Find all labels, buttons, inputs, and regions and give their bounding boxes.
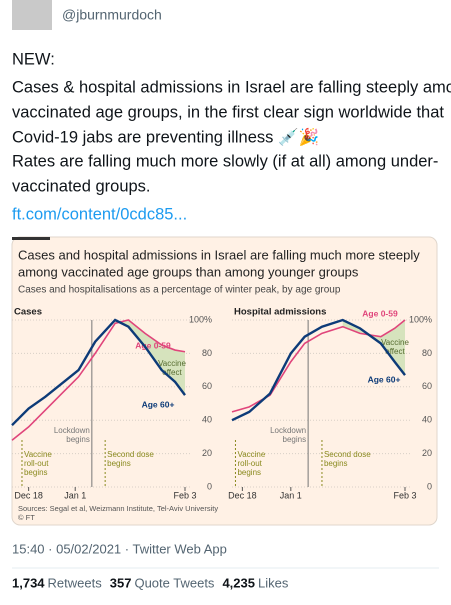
x-tick-label: Dec 18 xyxy=(14,490,43,500)
series-line xyxy=(231,318,406,422)
tweet-text: Cases & hospital admissions in Israel ar… xyxy=(12,78,451,96)
annotation: Vaccine xyxy=(237,450,265,459)
panel-title: Hospital admissions xyxy=(234,307,326,318)
stat-label[interactable]: Likes xyxy=(258,575,289,590)
series-line xyxy=(11,318,186,427)
x-tick-label: Feb 3 xyxy=(393,490,416,500)
series-label: Age 0-59 xyxy=(135,340,171,350)
annotation: begins xyxy=(107,459,131,468)
vaccine-effect-area xyxy=(342,320,405,376)
annotation: Lockdown xyxy=(54,426,90,435)
x-tick-label: Jan 1 xyxy=(64,490,86,500)
stat-label[interactable]: Retweets xyxy=(48,575,103,590)
tweet-text: NEW: xyxy=(12,50,55,68)
shade-label: effect xyxy=(385,347,405,356)
annotation: begins xyxy=(237,468,261,477)
y-tick-label: 40 xyxy=(422,415,432,425)
y-tick-label: 0 xyxy=(427,481,432,491)
chart-card[interactable] xyxy=(11,236,438,526)
annotation: roll-out xyxy=(237,459,262,468)
y-tick-label: 80 xyxy=(422,348,432,358)
y-tick-label: 80 xyxy=(202,348,212,358)
x-tick-label: Feb 3 xyxy=(173,490,196,500)
annotation: Lockdown xyxy=(270,426,306,435)
series-label: Age 60+ xyxy=(142,399,175,409)
card-title: Cases and hospital admissions in Israel … xyxy=(18,247,420,262)
card-title: among vaccinated age groups than among y… xyxy=(18,264,359,279)
handle[interactable]: @jburnmurdoch xyxy=(62,7,162,23)
stat-count[interactable]: 4,235 xyxy=(222,575,255,590)
vaccine-effect-area xyxy=(115,320,185,396)
series-label: Age 0-59 xyxy=(362,308,398,318)
shade-label: effect xyxy=(162,368,182,377)
copyright: © FT xyxy=(18,513,35,522)
annotation: begins xyxy=(324,459,348,468)
y-tick-label: 20 xyxy=(202,448,212,458)
tweet-text: Rates are falling much more slowly (if a… xyxy=(12,152,438,170)
card-subtitle: Cases and hospitalisations as a percenta… xyxy=(18,285,341,296)
annotation: begins xyxy=(283,435,307,444)
series-line xyxy=(11,319,186,441)
series-label: Age 60+ xyxy=(368,374,401,384)
annotation: Second dose xyxy=(107,450,154,459)
tweet-text: Covid-19 jabs are preventing illness 💉🎉 xyxy=(12,127,319,147)
y-tick-label: 20 xyxy=(422,448,432,458)
y-tick-label: 40 xyxy=(202,415,212,425)
annotation: Vaccine xyxy=(24,450,52,459)
stat-label[interactable]: Quote Tweets xyxy=(134,575,214,590)
annotation: roll-out xyxy=(24,459,49,468)
stat-count[interactable]: 357 xyxy=(110,575,132,590)
annotation: begins xyxy=(66,435,90,444)
tweet-text: vaccinated age groups, in the first clea… xyxy=(12,103,444,121)
link[interactable]: ft.com/content/0cdc85... xyxy=(12,205,187,223)
y-tick-label: 60 xyxy=(202,381,212,391)
source: Sources: Segal et al, Weizmann Institute… xyxy=(18,504,218,513)
y-tick-label: 60 xyxy=(422,381,432,391)
y-tick-label: 0 xyxy=(207,481,212,491)
y-tick-label: 100% xyxy=(189,314,212,324)
shade-label: Vaccine xyxy=(381,338,409,347)
avatar[interactable] xyxy=(12,0,52,30)
panel-title: Cases xyxy=(14,307,42,318)
stat-count[interactable]: 1,734 xyxy=(12,575,45,590)
annotation: Second dose xyxy=(324,450,371,459)
ft-bar xyxy=(12,237,50,240)
y-tick-label: 100% xyxy=(409,314,432,324)
timestamp: 15:40 · 05/02/2021 · Twitter Web App xyxy=(12,541,227,556)
shade-label: Vaccine xyxy=(158,359,186,368)
annotation: begins xyxy=(24,468,48,477)
x-tick-label: Dec 18 xyxy=(228,490,257,500)
x-tick-label: Jan 1 xyxy=(280,490,302,500)
tweet-text: vaccinated groups. xyxy=(12,177,151,195)
